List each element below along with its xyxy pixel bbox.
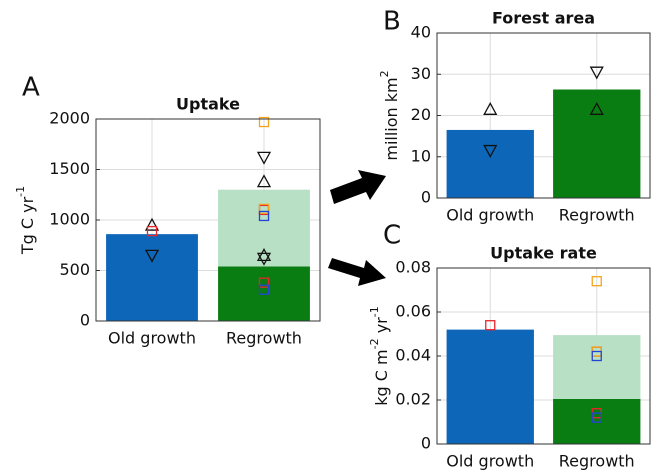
marker	[256, 151, 272, 165]
y-axis-label: Tg C yr-1	[14, 186, 37, 255]
marker	[256, 174, 272, 188]
y-axis-label-part: 2	[378, 70, 391, 77]
marker	[589, 101, 604, 115]
chart-title: Uptake	[176, 95, 240, 114]
y-tick-label: 10	[411, 146, 431, 165]
y-tick-label: 0.02	[395, 390, 431, 409]
x-tick-label: Old growth	[446, 452, 534, 471]
y-tick-label: 1500	[49, 159, 90, 178]
bar	[106, 234, 198, 321]
panel-label: B	[383, 7, 401, 37]
x-tick-label: Regrowth	[559, 452, 635, 471]
marker	[591, 350, 602, 362]
y-tick-label: 2000	[49, 109, 90, 128]
axes-frame	[95, 118, 321, 322]
bar	[218, 189, 310, 267]
y-tick-label: 500	[59, 260, 90, 279]
marker	[258, 284, 270, 295]
marker	[258, 277, 270, 288]
y-tick-label: 0.04	[395, 346, 431, 365]
marker	[591, 412, 602, 423]
marker	[146, 225, 158, 237]
y-axis-label: kg C m-2 yr-1	[368, 306, 391, 405]
marker	[258, 203, 270, 215]
y-axis-label-part: -1	[14, 186, 27, 197]
x-tick-label: Old growth	[108, 329, 196, 348]
y-tick-label: 0.06	[395, 302, 431, 321]
y-axis-label-part: -2	[368, 338, 381, 349]
y-tick-label: 0.08	[395, 258, 431, 277]
arrow	[328, 258, 386, 286]
axes-frame	[436, 267, 651, 445]
marker	[258, 210, 270, 222]
arrow	[330, 170, 386, 204]
y-axis-label-part: million km	[382, 77, 401, 160]
y-tick-label: 0	[421, 188, 431, 207]
y-axis-label: million km2	[378, 70, 401, 160]
panel-label: A	[22, 73, 40, 103]
bar	[553, 335, 641, 399]
y-tick-label: 1000	[49, 210, 90, 229]
bar	[446, 129, 534, 198]
marker	[483, 144, 498, 158]
marker	[589, 66, 604, 80]
y-tick-label: 0	[421, 434, 431, 453]
y-axis-label-part: kg C m	[372, 349, 391, 405]
y-axis-label-part: yr	[372, 317, 391, 339]
marker	[258, 116, 270, 128]
marker	[144, 249, 160, 263]
y-axis-label-part: Tg C yr	[18, 196, 37, 255]
marker	[256, 252, 272, 266]
y-tick-label: 20	[411, 105, 431, 124]
marker	[483, 101, 498, 115]
marker	[485, 320, 496, 331]
y-tick-label: 40	[411, 23, 431, 42]
marker	[591, 276, 602, 287]
y-tick-label: 30	[411, 64, 431, 83]
chart-title: Forest area	[492, 9, 595, 28]
panel-label: C	[383, 221, 401, 251]
x-tick-label: Regrowth	[559, 206, 635, 225]
chart-title: Uptake rate	[490, 244, 597, 263]
x-tick-label: Old growth	[446, 206, 534, 225]
bar	[553, 89, 641, 198]
marker	[144, 217, 160, 231]
bar	[446, 329, 534, 444]
marker	[256, 247, 272, 262]
axes-frame	[436, 32, 651, 199]
x-tick-label: Regrowth	[226, 329, 302, 348]
y-tick-label: 0	[80, 311, 90, 330]
y-axis-label-part: -1	[368, 306, 381, 317]
